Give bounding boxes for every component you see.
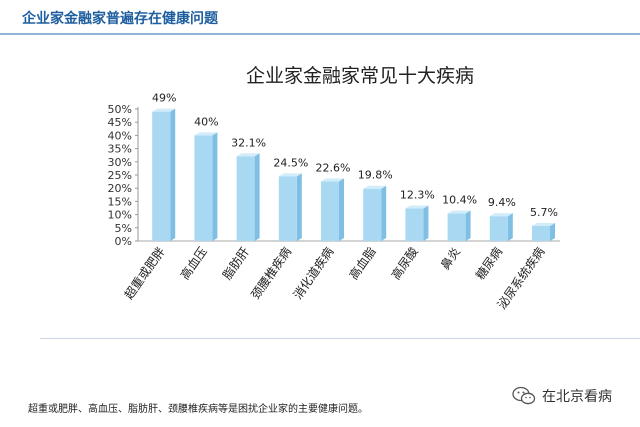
chart-title: 企业家金融家常见十大疾病 bbox=[246, 65, 474, 87]
y-tick-label: 45% bbox=[108, 116, 132, 129]
bar-front bbox=[447, 213, 466, 241]
y-tick-label: 40% bbox=[108, 129, 132, 142]
bar-front bbox=[278, 176, 297, 241]
category-label: 超重或肥胖 bbox=[121, 244, 168, 302]
bar-side bbox=[423, 205, 429, 241]
bar bbox=[194, 132, 218, 241]
bar bbox=[532, 222, 556, 241]
category-label: 高血压 bbox=[177, 244, 210, 282]
bar-top bbox=[405, 205, 429, 209]
category-label: 脂肪肝 bbox=[219, 244, 252, 282]
bar-side bbox=[339, 178, 345, 241]
value-label: 19.8% bbox=[358, 169, 393, 182]
bar bbox=[236, 153, 260, 241]
y-tick-label: 50% bbox=[108, 103, 132, 116]
bar-front bbox=[532, 225, 551, 241]
bottom-divider bbox=[40, 338, 640, 339]
y-tick-label: 5% bbox=[115, 222, 132, 235]
bar-side bbox=[170, 108, 176, 241]
category-label: 高血脂 bbox=[346, 244, 379, 282]
bar bbox=[278, 173, 302, 241]
y-tick-label: 30% bbox=[108, 156, 132, 169]
bar bbox=[363, 185, 387, 241]
bar bbox=[405, 205, 429, 241]
watermark-text: 在北京看病 bbox=[542, 389, 612, 405]
bar-top bbox=[321, 178, 345, 182]
value-label: 10.4% bbox=[442, 194, 477, 207]
category-label: 糖尿病 bbox=[472, 244, 505, 282]
footnote: 超重或肥胖、高血压、脂肪肝、颈腰椎疾病等是困扰企业家的主要健康问题。 bbox=[28, 404, 368, 415]
y-tick-label: 0% bbox=[115, 235, 132, 248]
value-label: 49% bbox=[152, 92, 176, 105]
bar-side bbox=[507, 213, 513, 241]
y-tick-label: 10% bbox=[108, 209, 132, 222]
bar-top bbox=[236, 153, 260, 157]
bar bbox=[447, 210, 471, 241]
watermark: 在北京看病 bbox=[512, 386, 612, 406]
bar-chart-svg: 企业家金融家常见十大疾病 0%5%10%15%20%25%30%35%40%45… bbox=[108, 65, 560, 312]
value-label: 9.4% bbox=[488, 196, 516, 209]
bar-side bbox=[465, 210, 471, 241]
bar-front bbox=[236, 156, 255, 241]
y-tick-label: 25% bbox=[108, 169, 132, 182]
bar-side bbox=[381, 185, 387, 241]
bar-front bbox=[363, 188, 382, 241]
value-label: 24.5% bbox=[273, 156, 308, 169]
bar-top bbox=[152, 108, 176, 112]
y-tick-label: 15% bbox=[108, 195, 132, 208]
bar-side bbox=[212, 132, 218, 241]
wechat-icon bbox=[512, 386, 536, 405]
category-label: 鼻炎 bbox=[437, 244, 463, 272]
bar-front bbox=[152, 111, 171, 241]
bar-front bbox=[489, 216, 508, 241]
chart: 企业家金融家常见十大疾病 0% 5% 10% 15% 20% 25% 30% 35% 40% 45… bbox=[0, 40, 640, 340]
bar bbox=[152, 108, 176, 241]
bar-front bbox=[321, 181, 340, 241]
value-label: 32.1% bbox=[231, 136, 266, 149]
bar-top bbox=[532, 222, 556, 226]
y-tick-label: 35% bbox=[108, 143, 132, 156]
bar-front bbox=[405, 208, 424, 241]
title-divider bbox=[0, 33, 640, 35]
category-label: 颈腰椎疾病 bbox=[248, 244, 295, 302]
bar-top bbox=[363, 185, 387, 189]
y-tick-label: 20% bbox=[108, 182, 132, 195]
bar-top bbox=[447, 210, 471, 214]
bar-side bbox=[254, 153, 260, 241]
bar bbox=[489, 213, 513, 241]
category-label: 消化道疾病 bbox=[290, 244, 337, 302]
value-label: 40% bbox=[194, 115, 218, 128]
bar bbox=[321, 178, 345, 241]
value-label: 5.7% bbox=[530, 206, 558, 219]
bar-top bbox=[278, 173, 302, 177]
value-label: 12.3% bbox=[400, 189, 435, 202]
value-label: 22.6% bbox=[316, 161, 351, 174]
category-label: 高尿酸 bbox=[388, 244, 421, 282]
bar-top bbox=[489, 213, 513, 217]
page-title: 企业家金融家普遍存在健康问题 bbox=[22, 11, 218, 27]
bar-front bbox=[194, 135, 213, 241]
bar-side bbox=[550, 222, 556, 241]
bar-side bbox=[296, 173, 302, 241]
bar-top bbox=[194, 132, 218, 136]
